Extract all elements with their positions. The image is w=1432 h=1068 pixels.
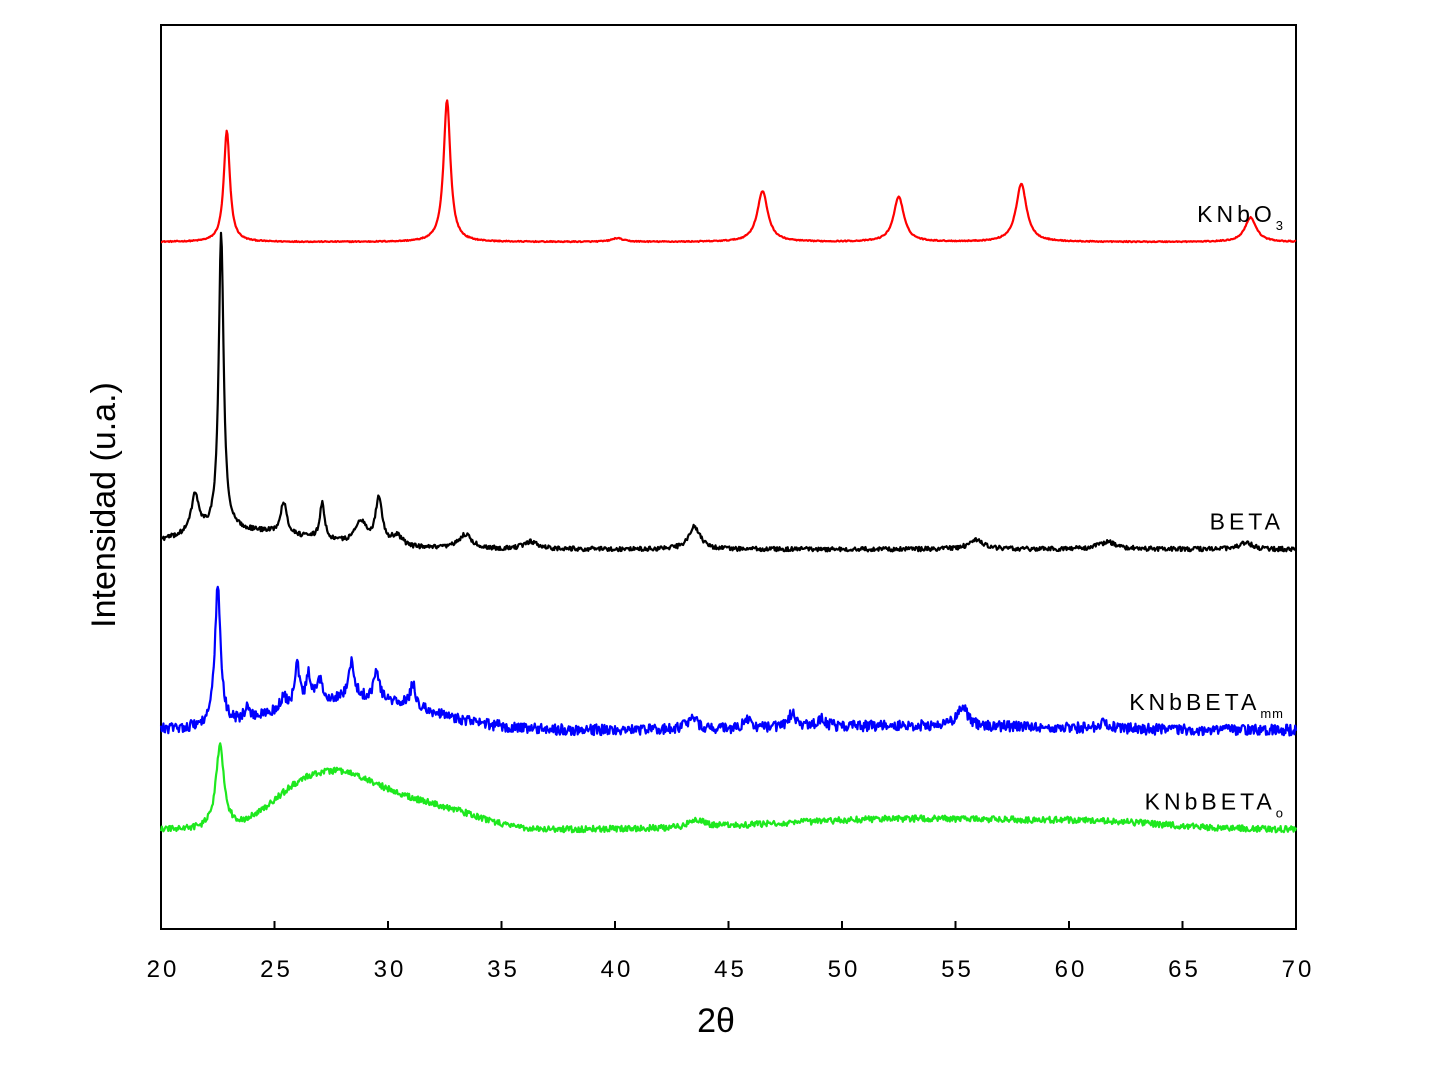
series-label-knbo3: KNbO3 [1197,201,1284,233]
x-tick-label: 40 [601,956,634,983]
x-tick-label: 25 [260,956,293,983]
series-lines [159,99,1298,834]
x-tick-label: 50 [828,956,861,983]
x-axis-ticks [160,921,1297,929]
x-tick-label: 20 [147,956,180,983]
series-line-knbo3 [160,99,1297,244]
series-line-beta [160,231,1297,553]
series-label-knbbetao: KNbBETAo [1145,789,1284,821]
x-tick-label: 45 [714,956,747,983]
series-labels: KNbO3 BETA KNbBETAmm KNbBETAo [1129,201,1284,821]
x-tick-label: 70 [1282,956,1315,983]
series-line-knbbetao [159,742,1298,834]
x-tick-label: 35 [487,956,520,983]
x-axis-tick-labels: 20 25 30 35 40 45 50 55 60 65 70 [147,956,1315,983]
series-label-beta: BETA [1210,508,1284,534]
series-line-knbbetamm [159,585,1298,737]
series-label-knbbetamm: KNbBETAmm [1129,689,1284,721]
x-axis-title: 2θ [697,1002,735,1040]
x-tick-label: 60 [1055,956,1088,983]
y-axis-title: Intensidad (u.a.) [85,382,123,628]
x-tick-label: 55 [941,956,974,983]
x-tick-label: 30 [374,956,407,983]
plot-frame [160,24,1297,930]
x-tick-label: 65 [1168,956,1201,983]
